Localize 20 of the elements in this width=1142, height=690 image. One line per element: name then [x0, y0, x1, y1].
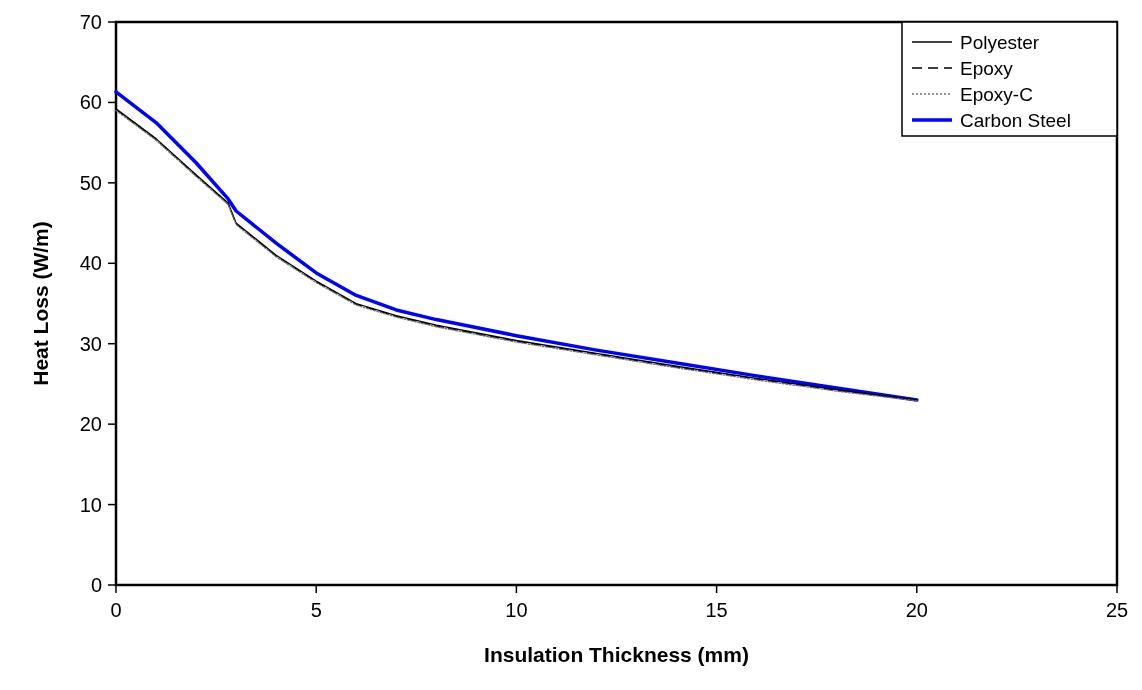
x-axis-title: Insulation Thickness (mm)	[484, 643, 749, 666]
y-tick-label: 40	[79, 252, 102, 275]
legend-label: Carbon Steel	[960, 109, 1071, 131]
x-tick-label: 20	[905, 599, 928, 621]
y-tick-label: 50	[79, 171, 102, 194]
y-tick-label: 20	[79, 413, 102, 436]
y-tick-label: 70	[79, 11, 102, 33]
x-tick-label: 15	[705, 599, 728, 621]
y-tick-label: 0	[90, 574, 102, 596]
y-axis-title: Heat Loss (W/m)	[29, 221, 52, 386]
legend-label: Polyester	[960, 31, 1040, 53]
x-tick-label: 25	[1105, 599, 1129, 621]
x-tick-label: 5	[310, 599, 322, 621]
legend-label: Epoxy-C	[960, 83, 1033, 105]
x-tick-label: 10	[505, 599, 528, 621]
y-tick-label: 30	[79, 332, 102, 355]
y-tick-label: 60	[79, 91, 102, 114]
y-tick-label: 10	[79, 493, 102, 516]
x-tick-label: 0	[110, 599, 122, 621]
legend-label: Epoxy	[960, 57, 1014, 79]
